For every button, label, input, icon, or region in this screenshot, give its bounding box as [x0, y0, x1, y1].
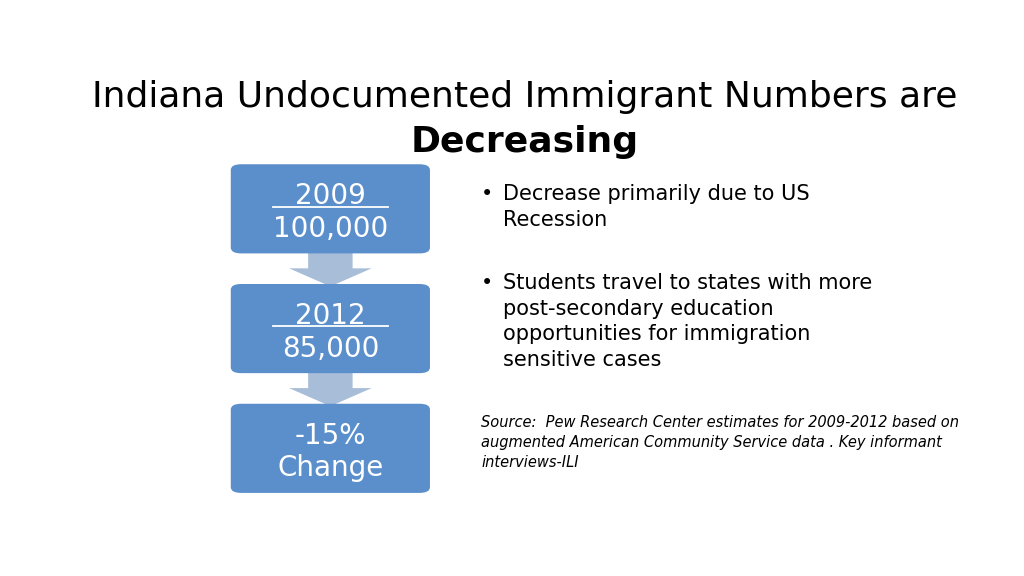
- Text: 2012: 2012: [295, 302, 366, 330]
- Text: 85,000: 85,000: [282, 335, 379, 362]
- Text: 100,000: 100,000: [272, 215, 388, 243]
- FancyBboxPatch shape: [230, 284, 430, 373]
- FancyBboxPatch shape: [230, 164, 430, 253]
- Text: Indiana Undocumented Immigrant Numbers are: Indiana Undocumented Immigrant Numbers a…: [92, 80, 957, 114]
- Text: •: •: [481, 273, 494, 293]
- Text: Decrease primarily due to US
Recession: Decrease primarily due to US Recession: [504, 184, 810, 230]
- Text: Students travel to states with more
post-secondary education
opportunities for i: Students travel to states with more post…: [504, 273, 872, 370]
- Text: Change: Change: [278, 454, 384, 482]
- Polygon shape: [289, 369, 372, 406]
- FancyBboxPatch shape: [230, 404, 430, 493]
- Text: -15%: -15%: [295, 422, 367, 450]
- Text: 2009: 2009: [295, 183, 366, 210]
- Polygon shape: [289, 249, 372, 286]
- Text: •: •: [481, 184, 494, 204]
- Text: Source:  Pew Research Center estimates for 2009-2012 based on
augmented American: Source: Pew Research Center estimates fo…: [481, 415, 959, 469]
- Text: Decreasing: Decreasing: [411, 124, 639, 158]
